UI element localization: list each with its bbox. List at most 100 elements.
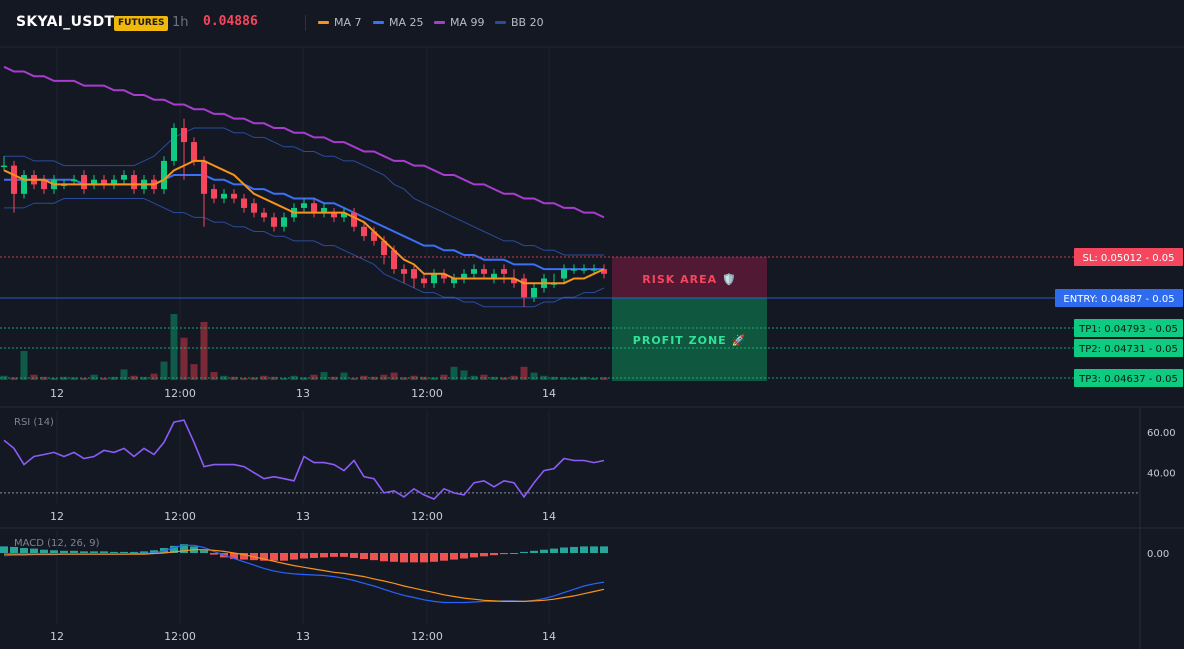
candle-body xyxy=(591,269,597,271)
macd-hist-bar xyxy=(410,553,418,563)
volume-bar xyxy=(350,377,358,380)
volume-bar xyxy=(520,366,528,380)
volume-bar xyxy=(190,364,198,380)
macd-hist-bar xyxy=(300,553,308,559)
bb-upper-line xyxy=(4,127,604,256)
candle-body xyxy=(71,179,77,182)
macd-hist-bar xyxy=(260,553,268,561)
macd-hist-bar xyxy=(130,551,138,553)
price-levels: SL: 0.05012 - 0.05 ENTRY: 0.04887 - 0.05 T… xyxy=(0,248,1183,387)
ma7-label: MA 7 xyxy=(334,16,362,29)
volume-bar xyxy=(50,377,58,380)
macd-hist-bar xyxy=(230,553,238,560)
macd-hist-bar xyxy=(60,550,68,553)
macd-hist-bar xyxy=(400,553,408,563)
candle-body xyxy=(161,160,167,190)
candle-body xyxy=(321,207,327,213)
candle-body xyxy=(571,269,577,271)
level-tag-text-0: SL: 0.05012 - 0.05 xyxy=(1082,253,1174,264)
candle-body xyxy=(351,212,357,227)
macd-hist-bar xyxy=(50,550,58,553)
legend-ma25[interactable]: MA 25 xyxy=(373,16,424,29)
candle-body xyxy=(251,203,257,213)
x-tick-rsi-3: 12:00 xyxy=(411,510,443,523)
volume-bar xyxy=(460,370,468,380)
candle-body xyxy=(11,165,17,194)
candle-body xyxy=(121,175,127,180)
legend-ma99[interactable]: MA 99 xyxy=(434,16,485,29)
last-price: 0.04886 xyxy=(203,14,258,29)
candle-body xyxy=(41,179,47,190)
macd-hist-bar xyxy=(480,553,488,557)
candle-body xyxy=(191,142,197,161)
volume-bar xyxy=(450,366,458,380)
volume-bar xyxy=(170,314,178,380)
legend-bb20[interactable]: BB 20 xyxy=(495,16,544,29)
x-tick-macd-3: 12:00 xyxy=(411,630,443,643)
volume-bar xyxy=(390,372,398,380)
candle-body xyxy=(421,278,427,284)
profit-zone xyxy=(612,298,767,381)
candle-body xyxy=(331,212,337,218)
bollinger-bands xyxy=(4,127,605,308)
macd-hist-bar xyxy=(200,550,208,553)
profit-zone-label: PROFIT ZONE 🚀 xyxy=(633,334,746,347)
x-tick-main-0: 12 xyxy=(50,387,64,400)
macd-hist-bar xyxy=(110,551,118,553)
volume-bar xyxy=(300,377,308,380)
volume-bar xyxy=(310,374,318,380)
volume-bar xyxy=(160,361,168,380)
timeframe-selector[interactable]: 1h xyxy=(172,15,189,30)
ma7-swatch xyxy=(318,21,329,24)
candle-body xyxy=(1,165,7,168)
risk-area-label: RISK AREA 🛡️ xyxy=(642,273,736,286)
macd-hist-bar xyxy=(360,553,368,560)
volume-bar xyxy=(440,374,448,380)
macd-hist-bar xyxy=(120,551,128,553)
macd-hist-bar xyxy=(310,553,318,558)
x-tick-macd-0: 12 xyxy=(50,630,64,643)
macd-hist-bar xyxy=(390,553,398,562)
candle-body xyxy=(301,203,307,208)
level-tag-text-4: TP3: 0.04637 - 0.05 xyxy=(1078,374,1178,385)
candle-body xyxy=(411,269,417,279)
candle-body xyxy=(311,203,317,213)
level-tag-text-1: ENTRY: 0.04887 - 0.05 xyxy=(1063,294,1174,305)
candle-body xyxy=(441,273,447,279)
chart-header: SKYAI_USDT FUTURES 1h 0.04886 MA 7 MA 25… xyxy=(0,0,1184,46)
ma99-label: MA 99 xyxy=(450,16,485,29)
macd-hist-bar xyxy=(140,551,148,553)
macd-hist-bar xyxy=(510,553,518,554)
candle-body xyxy=(231,193,237,199)
macd-hist-bar xyxy=(440,553,448,561)
macd-hist-bar xyxy=(380,553,388,562)
trade-zones: RISK AREA 🛡️ PROFIT ZONE 🚀 xyxy=(612,257,767,381)
macd-hist-bar xyxy=(560,547,568,553)
macd-hist-bar xyxy=(80,551,88,553)
macd-hist-bar xyxy=(530,550,538,553)
candle-body xyxy=(451,278,457,284)
header-divider xyxy=(305,15,306,31)
macd-hist-bar xyxy=(460,553,468,559)
symbol-name[interactable]: SKYAI_USDT xyxy=(16,14,115,30)
x-tick-rsi-1: 12:00 xyxy=(164,510,196,523)
macd-hist-bar xyxy=(20,548,28,553)
volume-bar xyxy=(90,374,98,380)
candle-body xyxy=(181,127,187,143)
volume-bar xyxy=(200,321,208,380)
legend-ma7[interactable]: MA 7 xyxy=(318,16,362,29)
macd-hist-bar xyxy=(210,553,218,555)
bb-lower-line xyxy=(4,198,605,308)
x-tick-rsi-0: 12 xyxy=(50,510,64,523)
bb20-label: BB 20 xyxy=(511,16,544,29)
candle-body xyxy=(261,212,267,218)
candle-body xyxy=(81,175,87,190)
volume-bar xyxy=(20,350,28,380)
ma7-line xyxy=(3,159,605,285)
macd-hist-bar xyxy=(430,553,438,562)
macd-hist-bar xyxy=(150,550,158,553)
macd-hist-bar xyxy=(420,553,428,563)
risk-area-zone xyxy=(612,257,767,298)
